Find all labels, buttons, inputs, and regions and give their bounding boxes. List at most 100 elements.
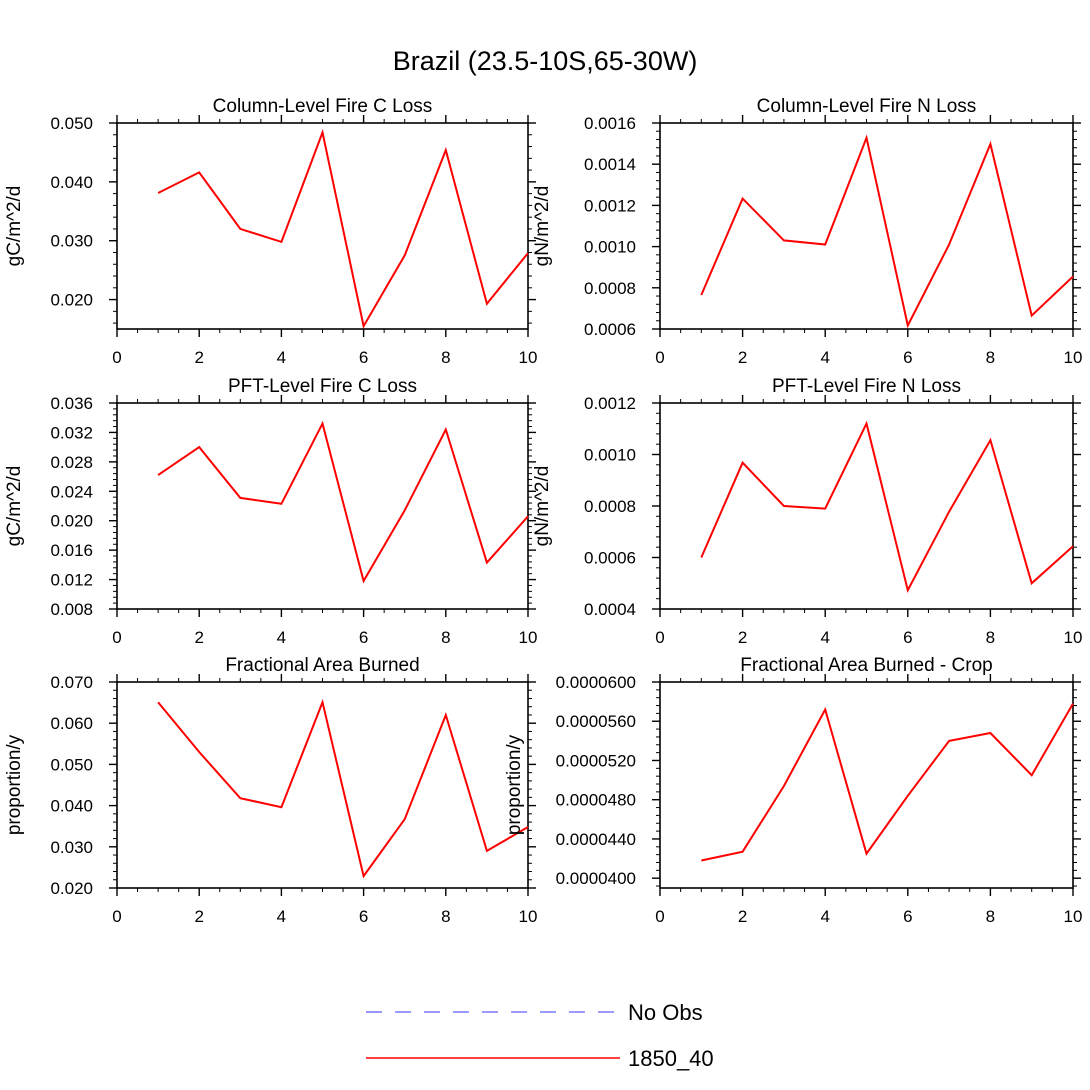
x-tick-label: 0 [112,628,121,647]
x-tick-label: 2 [738,907,747,926]
x-tick-label: 4 [820,348,829,367]
data-point [156,700,160,704]
x-tick-label: 6 [359,907,368,926]
series-line-1850_40 [157,698,529,879]
y-tick-label: 0.012 [50,571,93,590]
data-point [1071,701,1075,705]
x-tick-label: 6 [903,907,912,926]
data-point [906,794,910,798]
y-tick-label: 0.0000520 [556,751,636,770]
data-point [279,805,283,809]
data-point [444,713,448,717]
data-point [1030,773,1034,777]
panel-title: Column-Level Fire N Loss [757,96,977,117]
data-point [864,851,868,855]
x-tick-label: 8 [986,907,995,926]
y-tick-label: 0.036 [50,394,93,413]
chart-panel-4: PFT-Level Fire N Loss 0 2 4 6 8 10 0.0004 0.0006… [532,376,1082,647]
data-point [740,850,744,854]
data-point [782,238,786,242]
data-point [238,496,242,500]
legend-item-2: 1850_40 [366,1046,714,1071]
data-point [361,324,365,328]
data-point [485,301,489,305]
data-point [526,251,530,255]
y-tick-label: 0.0000440 [556,830,636,849]
x-tick-label: 2 [194,348,203,367]
x-tick-label: 2 [194,628,203,647]
data-point [988,142,992,146]
panel-title: Fractional Area Burned - Crop [740,655,992,676]
data-point [197,445,201,449]
y-tick-label: 0.032 [50,423,93,442]
data-point [699,555,703,559]
y-tick-label: 0.0012 [584,394,636,413]
y-tick-label: 0.040 [50,173,93,192]
x-tick-label: 4 [277,628,286,647]
x-tick-label: 10 [1064,348,1083,367]
data-point [782,784,786,788]
data-point [279,240,283,244]
y-axis-label: proportion/y [504,734,525,835]
plot-frame [116,402,529,610]
x-tick-label: 4 [820,907,829,926]
plot-frame [659,402,1074,610]
y-axis-label: gN/m^2/d [532,186,553,267]
y-tick-label: 0.0000480 [556,791,636,810]
data-point [823,242,827,246]
data-point [864,136,868,140]
y-axis-label: gC/m^2/d [4,466,25,547]
legend: No Obs 1850_40 [366,1000,714,1071]
data-point [197,750,201,754]
data-point [361,579,365,583]
series-line-1850_40 [701,703,1074,862]
data-point [699,858,703,862]
data-point [782,504,786,508]
data-point [320,700,324,704]
x-tick-label: 6 [359,348,368,367]
data-point [823,506,827,510]
data-point [156,473,160,477]
y-tick-label: 0.028 [50,453,93,472]
y-tick-label: 0.008 [50,600,93,619]
series-line-1850_40 [157,420,529,584]
y-tick-label: 0.0006 [584,320,636,339]
series-line-1850_40 [700,420,1074,593]
x-tick-label: 10 [1064,907,1083,926]
y-tick-label: 0.016 [50,541,93,560]
data-point [740,196,744,200]
legend-label: 1850_40 [628,1046,714,1071]
x-tick-label: 2 [194,907,203,926]
data-point [320,421,324,425]
x-tick-label: 6 [903,628,912,647]
data-point [947,739,951,743]
y-tick-label: 0.0008 [584,497,636,516]
data-point [864,421,868,425]
y-axis-label: gN/m^2/d [532,466,553,547]
data-point [403,253,407,257]
panel-title: Column-Level Fire C Loss [213,96,433,117]
data-point [1030,313,1034,317]
y-tick-label: 0.020 [50,291,93,310]
data-point [906,588,910,592]
x-tick-label: 10 [519,907,538,926]
x-tick-label: 8 [986,628,995,647]
y-tick-label: 0.0016 [584,114,636,133]
data-point [1030,581,1034,585]
x-tick-label: 2 [738,348,747,367]
data-point [988,438,992,442]
chart-panel-2: Column-Level Fire N Loss 0 2 4 6 8 10 0.0006 0.0… [532,96,1082,367]
y-tick-label: 0.060 [50,714,93,733]
data-point [1071,274,1075,278]
x-tick-label: 6 [359,628,368,647]
y-tick-label: 0.024 [50,482,93,501]
data-point [238,796,242,800]
x-tick-label: 8 [441,348,450,367]
y-tick-label: 0.020 [50,512,93,531]
data-point [699,293,703,297]
data-point [361,874,365,878]
data-point [444,148,448,152]
y-tick-label: 0.0012 [584,196,636,215]
y-tick-label: 0.0000400 [556,869,636,888]
data-point [444,427,448,431]
